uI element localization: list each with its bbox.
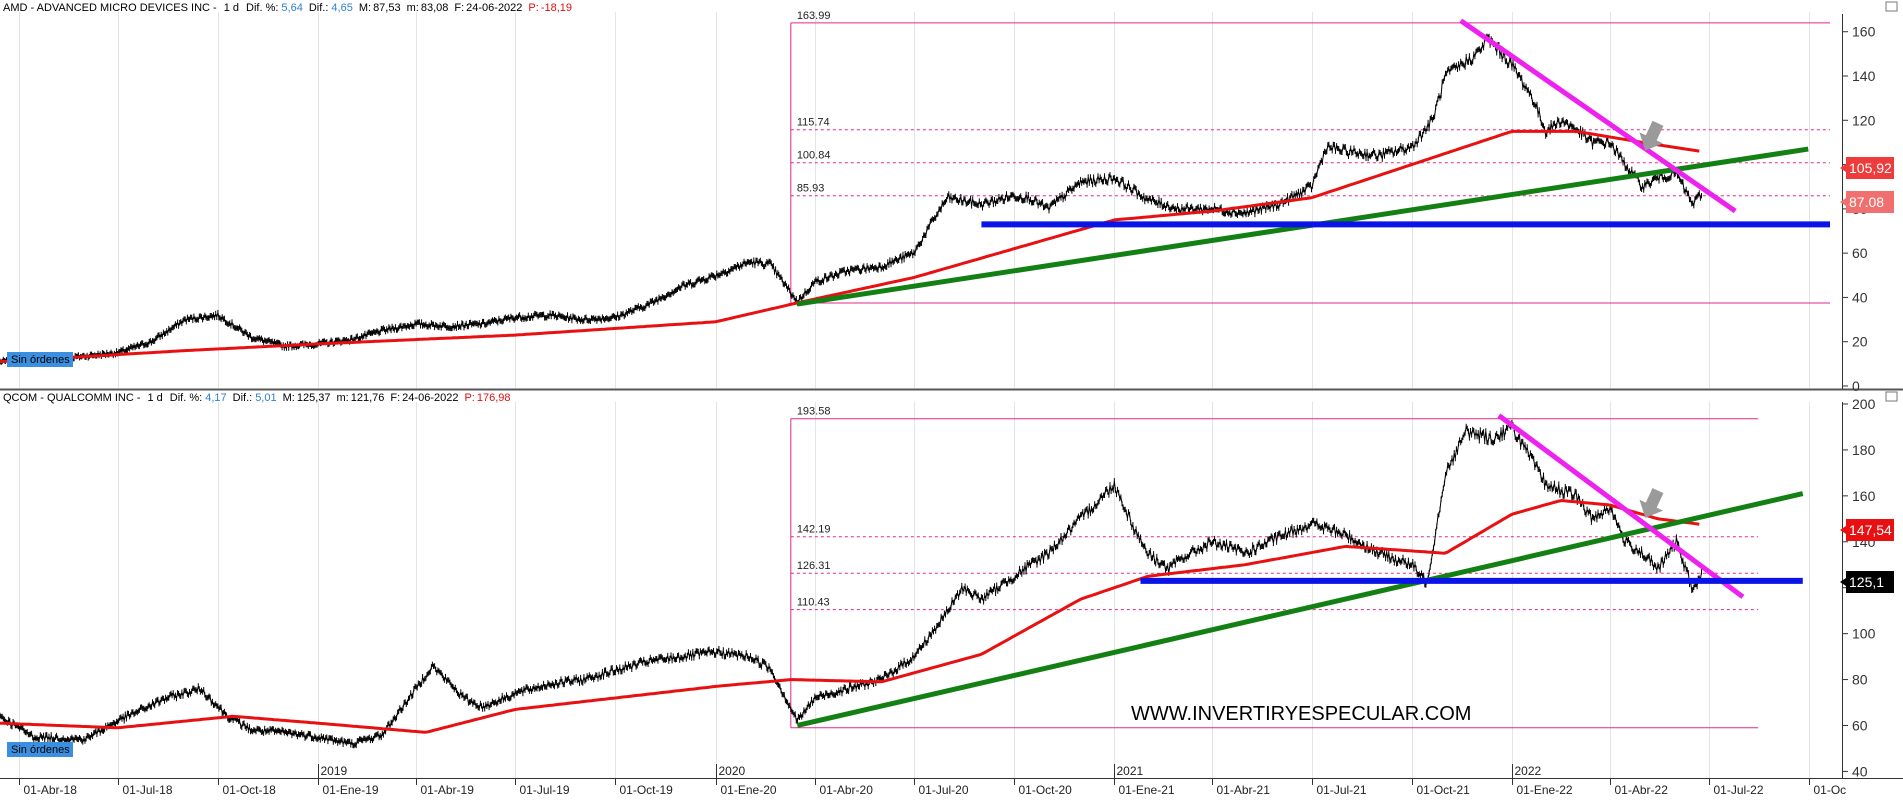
y-tick-label: 180 [1852, 442, 1876, 458]
x-tick-label: 01-Abr-21 [1217, 783, 1271, 797]
amd-grid [19, 12, 1810, 388]
amd-header: AMD - ADVANCED MICRO DEVICES INC -1 d Dif… [3, 2, 572, 14]
x-tick-label: 01-Ene-22 [1517, 783, 1573, 797]
y-tick-label: 40 [1852, 763, 1868, 779]
price-tag: 105,92 [1840, 157, 1894, 179]
arrow-down-icon [1639, 488, 1664, 518]
x-tick-label: 01-Oct-19 [620, 783, 674, 797]
downtrend-line [1459, 18, 1737, 214]
x-tick-label: 01-Abr-22 [1615, 783, 1669, 797]
x-tick-label: 01-Jul-21 [1317, 783, 1367, 797]
amd-orders-badge: Sin órdenes [7, 352, 73, 367]
x-tick-label: 01-Jul-19 [520, 783, 570, 797]
scroll-handle-bottom[interactable] [1885, 391, 1898, 402]
scroll-handle-top[interactable] [1885, 1, 1898, 12]
amd-plot-area[interactable]: 163.99 115.74 100.84 85.93 [0, 10, 1830, 366]
arrow-down-icon [1639, 120, 1664, 151]
x-tick-label: 01-Oct-21 [1417, 783, 1471, 797]
price-tag-text: 105,92 [1849, 160, 1892, 176]
price-series [0, 33, 1702, 366]
y-tick-label: 40 [1852, 289, 1868, 305]
fib-level-label: 85.93 [797, 183, 825, 195]
y-tick-label: 0 [1852, 378, 1860, 394]
fib-level-label: 126.31 [797, 560, 831, 572]
y-tick-label: 140 [1852, 68, 1876, 84]
x-tick-label: 01-Ene-19 [323, 783, 379, 797]
price-tag-text: 87.08 [1849, 194, 1884, 210]
y-tick-label: 60 [1852, 717, 1868, 733]
x-tick-label: 01-Oct-20 [1019, 783, 1073, 797]
y-tick-label: 160 [1852, 24, 1876, 40]
y-tick-label: 160 [1852, 488, 1876, 504]
x-tick-label: 01-Jul-20 [919, 783, 969, 797]
downtrend-line [1497, 413, 1745, 599]
x-tick-label: 01-Abr-20 [820, 783, 874, 797]
x-year-label: 2020 [719, 764, 746, 778]
x-axis: 01-Abr-18 01-Jul-18 01-Oct-18 01-Ene-19 01-A… [19, 764, 1847, 797]
x-year-label: 2019 [321, 764, 348, 778]
x-year-label: 2022 [1515, 764, 1542, 778]
qcom-header: QCOM - QUALCOMM INC -1 d Dif. %: 4,17 Dif.:… [3, 392, 511, 404]
x-tick-label: 01-Ene-20 [721, 783, 777, 797]
fib-level-label: 193.58 [797, 406, 831, 418]
price-tag: 87.08 [1840, 191, 1894, 213]
y-tick-label: 100 [1852, 626, 1876, 642]
x-tick-label: 01-Jul-22 [1714, 783, 1764, 797]
fib-level-label: 163.99 [797, 10, 831, 22]
fib-level-label: 142.19 [797, 524, 831, 536]
x-tick-label: 01-Oc [1814, 783, 1847, 797]
x-tick-label: 01-Abr-19 [421, 783, 475, 797]
price-tag: 125,1 [1840, 571, 1894, 593]
y-tick-label: 80 [1852, 672, 1868, 688]
fib-level-label: 100.84 [797, 150, 831, 162]
x-year-label: 2021 [1117, 764, 1144, 778]
price-tag-text: 147,54 [1849, 522, 1892, 538]
y-tick-label: 120 [1852, 112, 1876, 128]
y-tick-label: 20 [1852, 334, 1868, 350]
x-tick-label: 01-Oct-18 [223, 783, 277, 797]
qcom-orders-badge: Sin órdenes [7, 742, 73, 757]
price-tags: 105,92 87.08 147,54 125,1 [1840, 157, 1894, 593]
qcom-grid [19, 402, 1810, 778]
price-tag: 147,54 [1840, 519, 1894, 541]
x-tick-label: 01-Abr-18 [24, 783, 78, 797]
price-tag-text: 125,1 [1849, 574, 1884, 590]
moving-average-line [0, 129, 1700, 364]
qcom-plot-area[interactable]: 193.58 142.19 126.31 110.43 [0, 406, 1804, 749]
qcom-orders-badge-text: Sin órdenes [11, 744, 70, 756]
watermark-text: WWW.INVERTIRYESPECULAR.COM [1131, 703, 1471, 725]
amd-orders-badge-text: Sin órdenes [11, 354, 70, 366]
x-tick-label: 01-Ene-21 [1119, 783, 1175, 797]
moving-average-line [0, 498, 1700, 734]
fib-level-label: 115.74 [797, 117, 830, 129]
y-tick-label: 200 [1852, 396, 1876, 412]
y-tick-label: 60 [1852, 245, 1868, 261]
fib-level-label: 110.43 [797, 597, 830, 609]
x-tick-label: 01-Jul-18 [123, 783, 173, 797]
uptrend-line [796, 491, 1804, 728]
